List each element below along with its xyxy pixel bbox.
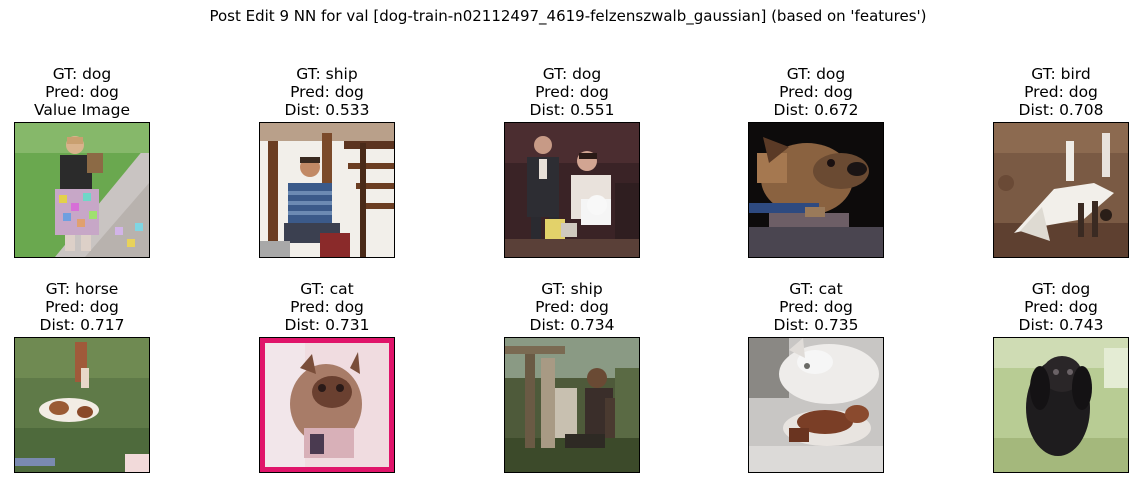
neighbor-thumbnail [14, 337, 150, 473]
neighbor-thumbnail [259, 337, 395, 473]
value-image-label: Value Image [33, 101, 131, 119]
gt-label: GT: dog [542, 65, 602, 83]
panel-caption: GT: dog Pred: dog Value Image [0, 65, 190, 119]
pred-label: Pred: dog [535, 83, 609, 101]
pred-label: Pred: dog [1024, 83, 1098, 101]
distance-label: Dist: 0.734 [529, 316, 615, 334]
neighbor-thumbnail [993, 122, 1129, 258]
neighbor-thumbnail [259, 122, 395, 258]
panel-caption: GT: bird Pred: dog Dist: 0.708 [953, 65, 1136, 119]
panel-caption: GT: dog Pred: dog Dist: 0.672 [708, 65, 924, 119]
distance-label: Dist: 0.743 [1018, 316, 1104, 334]
gt-label: GT: cat [789, 280, 843, 298]
pred-label: Pred: dog [45, 298, 119, 316]
pred-label: Pred: dog [779, 298, 853, 316]
gt-label: GT: cat [300, 280, 354, 298]
gt-label: GT: dog [786, 65, 846, 83]
distance-label: Dist: 0.717 [39, 316, 125, 334]
panel-caption: GT: horse Pred: dog Dist: 0.717 [0, 280, 190, 334]
distance-label: Dist: 0.735 [773, 316, 859, 334]
pred-label: Pred: dog [290, 298, 364, 316]
gt-label: GT: ship [296, 65, 358, 83]
pred-label: Pred: dog [779, 83, 853, 101]
distance-label: Dist: 0.551 [529, 101, 615, 119]
panel-caption: GT: dog Pred: dog Dist: 0.743 [953, 280, 1136, 334]
gt-label: GT: bird [1031, 65, 1091, 83]
panel-caption: GT: ship Pred: dog Dist: 0.734 [464, 280, 680, 334]
pred-label: Pred: dog [535, 298, 609, 316]
gt-label: GT: dog [52, 65, 112, 83]
panel-caption: GT: dog Pred: dog Dist: 0.551 [464, 65, 680, 119]
distance-label: Dist: 0.731 [284, 316, 370, 334]
panel-caption: GT: cat Pred: dog Dist: 0.735 [708, 280, 924, 334]
distance-label: Dist: 0.708 [1018, 101, 1104, 119]
pred-label: Pred: dog [45, 83, 119, 101]
panel-caption: GT: ship Pred: dog Dist: 0.533 [219, 65, 435, 119]
neighbor-thumbnail [748, 122, 884, 258]
distance-label: Dist: 0.672 [773, 101, 859, 119]
figure-title: Post Edit 9 NN for val [dog-train-n02112… [209, 7, 927, 25]
neighbor-thumbnail [748, 337, 884, 473]
neighbor-thumbnail [504, 122, 640, 258]
distance-label: Dist: 0.533 [284, 101, 370, 119]
neighbor-thumbnail [504, 337, 640, 473]
gt-label: GT: ship [541, 280, 603, 298]
pred-label: Pred: dog [1024, 298, 1098, 316]
pred-label: Pred: dog [290, 83, 364, 101]
gt-label: GT: dog [1031, 280, 1091, 298]
neighbor-thumbnail [993, 337, 1129, 473]
value-image-thumbnail [14, 122, 150, 258]
panel-caption: GT: cat Pred: dog Dist: 0.731 [219, 280, 435, 334]
gt-label: GT: horse [45, 280, 119, 298]
